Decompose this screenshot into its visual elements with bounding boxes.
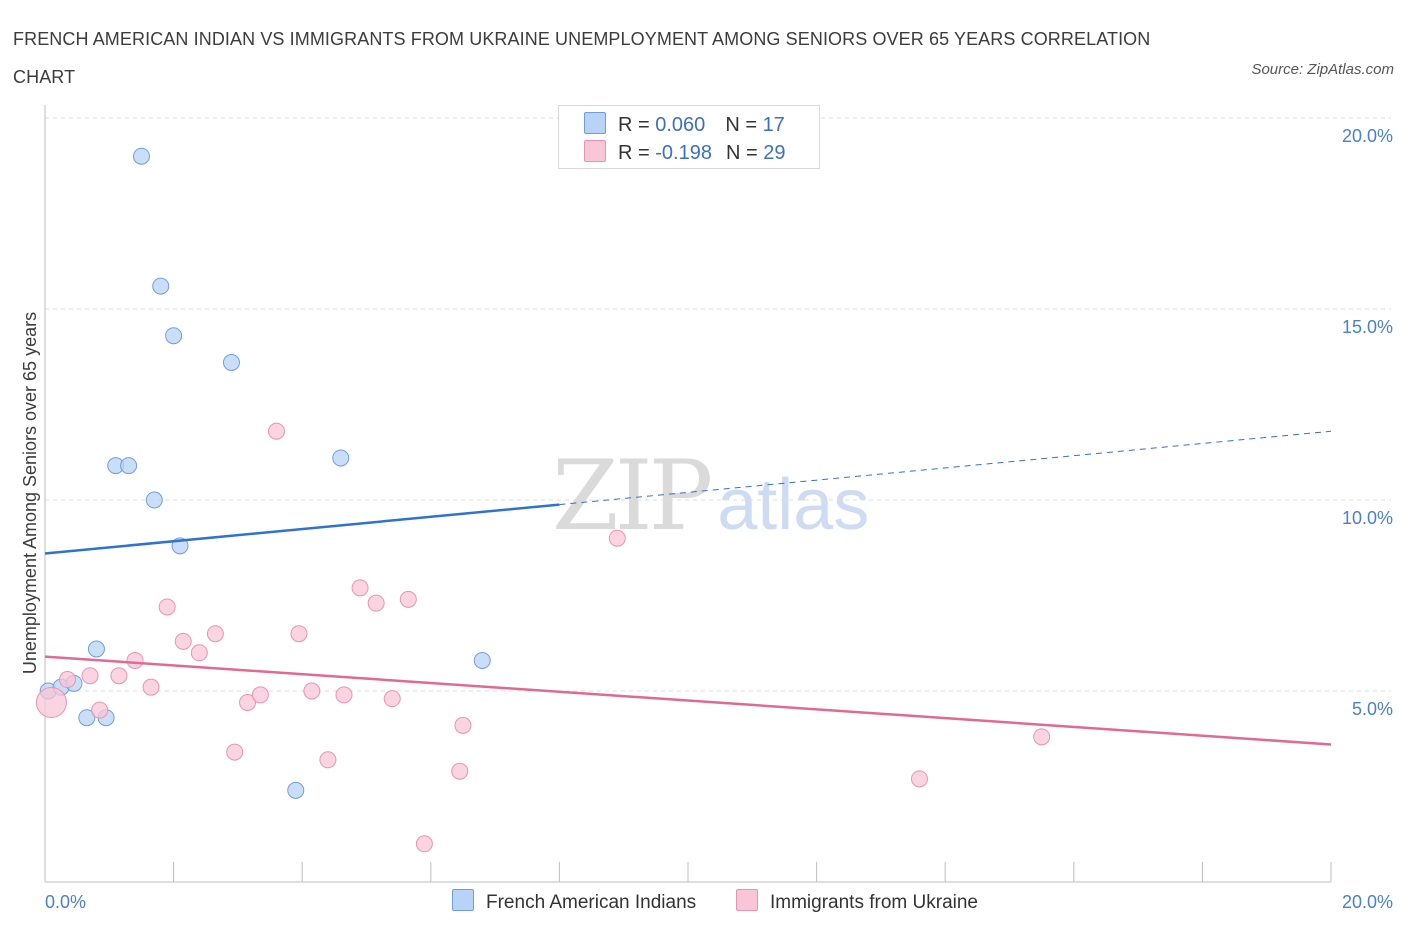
point-french-american-indians [287, 781, 305, 799]
point-immigrants-ukraine [126, 651, 144, 669]
y-tick-label: 10.0% [1342, 508, 1393, 528]
legend-n-label: N = [725, 142, 764, 164]
x-tick-label: 0.0% [45, 892, 86, 912]
legend: R = 0.060 N = 17 R = -0.198 N = 29 [558, 105, 820, 169]
point-french-american-indians [87, 640, 105, 658]
point-french-american-indians [132, 147, 150, 165]
bottom-legend-label: French American Indians [486, 892, 697, 913]
bottom-legend-swatch-blue [452, 889, 474, 911]
trendline-french-american-indians [44, 503, 560, 555]
point-immigrants-ukraine [239, 693, 257, 711]
legend-n-label: N = [725, 114, 763, 136]
point-french-american-indians [120, 457, 138, 475]
point-french-american-indians [222, 353, 240, 371]
point-immigrants-ukraine [608, 529, 626, 547]
chart-title: FRENCH AMERICAN INDIAN VS IMMIGRANTS FRO… [13, 29, 1151, 87]
point-immigrants-ukraine [383, 690, 401, 708]
watermark: ZIP atlas [552, 440, 869, 552]
point-immigrants-ukraine [206, 625, 224, 643]
legend-r-value: 0.060 [655, 114, 706, 136]
point-immigrants-ukraine [142, 678, 160, 696]
legend-n-value: 17 [762, 114, 785, 136]
point-immigrants-ukraine [81, 667, 99, 685]
point-french-american-indians [152, 277, 170, 295]
point-immigrants-ukraine [399, 590, 417, 608]
point-immigrants-ukraine [59, 671, 77, 689]
point-immigrants-ukraine [451, 762, 469, 780]
point-immigrants-ukraine [226, 743, 244, 761]
point-immigrants-ukraine [367, 594, 385, 612]
point-immigrants-ukraine [91, 701, 109, 719]
watermark-atlas: atlas [717, 465, 870, 545]
point-immigrants-ukraine [174, 632, 192, 650]
legend-r-label: R = [618, 142, 656, 164]
point-french-american-indians [78, 709, 96, 727]
point-french-american-indians [165, 327, 183, 345]
y-tick-label: 15.0% [1342, 317, 1393, 337]
point-immigrants-ukraine [110, 667, 128, 685]
point-immigrants-ukraine [454, 716, 472, 734]
y-tick-label: 20.0% [1342, 126, 1393, 146]
point-immigrants-ukraine [190, 644, 208, 662]
legend-r-label: R = [618, 114, 656, 136]
point-immigrants-ukraine [158, 598, 176, 616]
legend-row-french-american-indians: R = 0.060 N = 17 [584, 112, 785, 138]
legend-swatch-pink [584, 140, 606, 162]
point-immigrants-ukraine [335, 686, 353, 704]
x-tick-label: 20.0% [1342, 892, 1393, 912]
watermark-zip: ZIP [552, 440, 713, 552]
point-immigrants-ukraine [415, 835, 433, 853]
point-french-american-indians [473, 651, 491, 669]
bottom-legend-label: Immigrants from Ukraine [770, 892, 978, 913]
point-immigrants-ukraine [351, 579, 369, 597]
point-french-american-indians [332, 449, 350, 467]
point-immigrants-ukraine [910, 770, 928, 788]
point-french-american-indians [145, 491, 163, 509]
point-immigrants-ukraine [267, 422, 285, 440]
trendline-immigrants-ukraine [44, 655, 1332, 746]
bottom-legend-french-american-indians: French American Indians [452, 889, 696, 914]
legend-row-immigrants-ukraine: R = -0.198 N = 29 [584, 140, 785, 166]
trendline-french-american-indians-dashed [559, 430, 1332, 506]
y-axis-label: Unemployment Among Seniors over 65 years [20, 312, 40, 674]
bottom-legend-immigrants-ukraine: Immigrants from Ukraine [736, 889, 978, 914]
legend-swatch-blue [584, 112, 606, 134]
legend-r-value: -0.198 [655, 142, 712, 164]
point-immigrants-ukraine [290, 625, 308, 643]
point-immigrants-ukraine [251, 686, 269, 704]
bottom-legend-swatch-pink [736, 889, 758, 911]
source-label: Source: ZipAtlas.com [1251, 61, 1394, 78]
point-immigrants-ukraine [35, 686, 67, 718]
point-immigrants-ukraine [319, 751, 337, 769]
point-immigrants-ukraine [303, 682, 321, 700]
y-tick-label: 5.0% [1352, 699, 1393, 719]
legend-n-value: 29 [763, 142, 786, 164]
point-immigrants-ukraine [1033, 728, 1051, 746]
